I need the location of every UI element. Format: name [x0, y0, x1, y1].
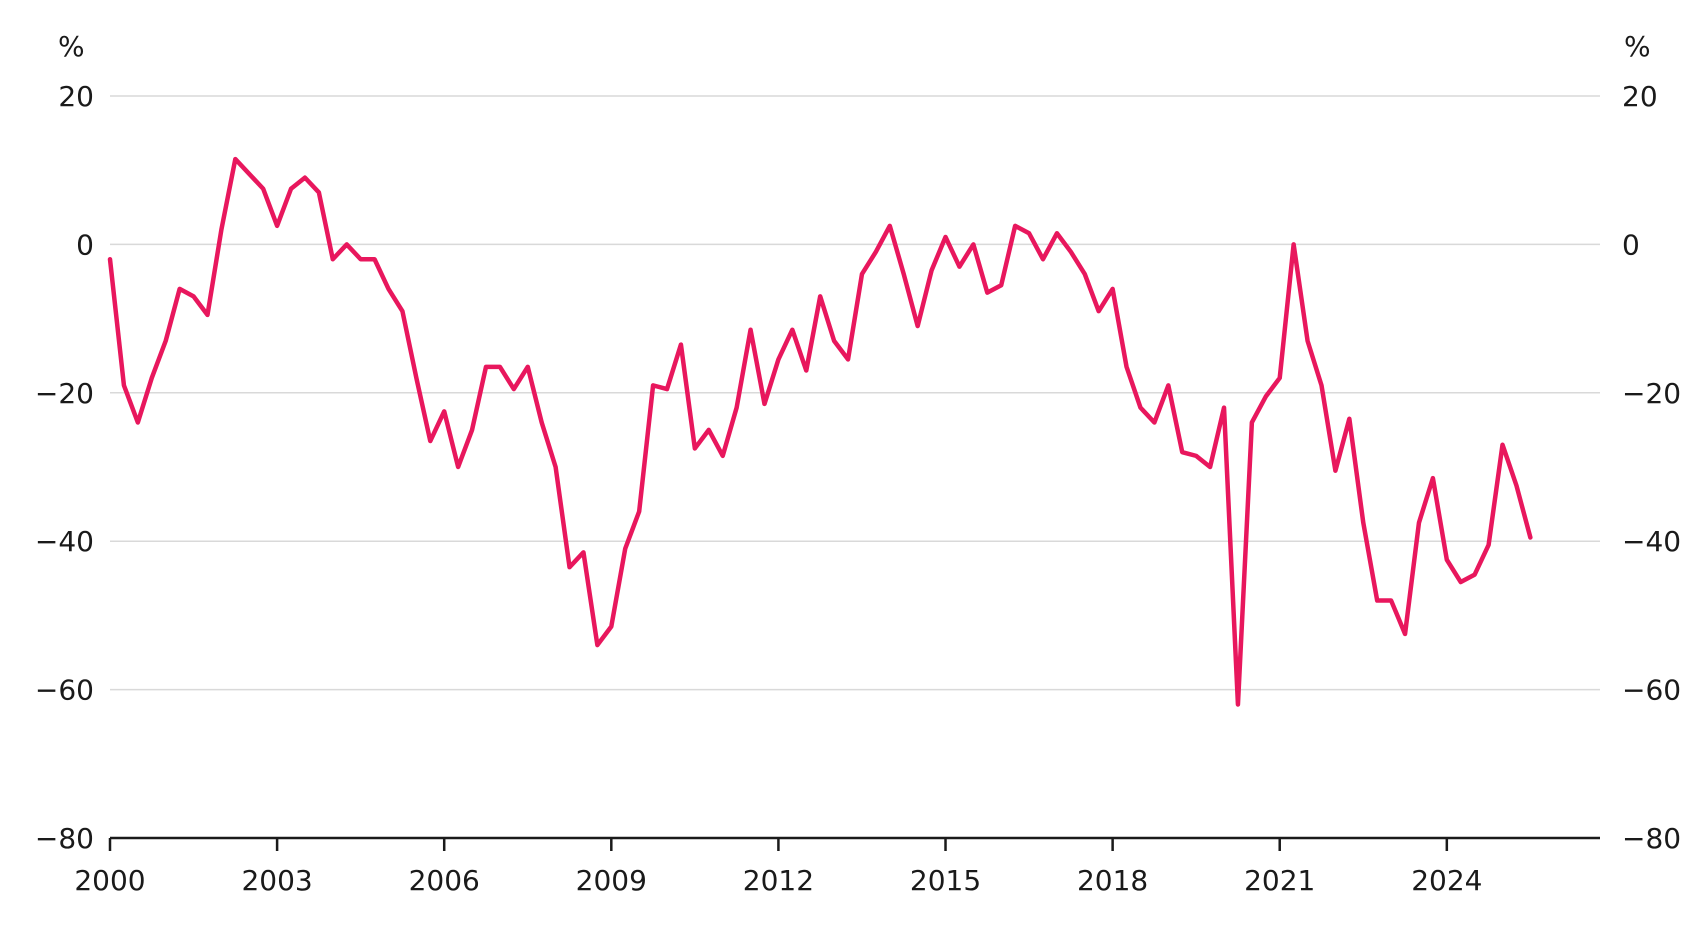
y-tick-label-left: −20: [35, 377, 94, 410]
y-tick-label-right: −20: [1622, 377, 1681, 410]
y-tick-label-left: −80: [35, 822, 94, 855]
right-unit-label: %: [1624, 30, 1651, 63]
left-y-axis: 20 0 −20 −40 −60 −80: [35, 80, 94, 855]
x-tick-label: 2003: [241, 864, 312, 897]
x-tick-label: 2006: [409, 864, 480, 897]
y-tick-label-right: 20: [1622, 80, 1658, 113]
series-line: [107, 156, 1533, 707]
x-tick-label: 2009: [576, 864, 647, 897]
x-tick-label: 2015: [910, 864, 981, 897]
gridlines: [110, 95, 1600, 691]
x-tick-label: 2012: [743, 864, 814, 897]
left-unit-label: %: [58, 30, 85, 63]
y-tick-label-left: −60: [35, 674, 94, 707]
x-tick-label: 2000: [74, 864, 145, 897]
x-tick-label: 2024: [1411, 864, 1482, 897]
right-y-axis: 20 0 −20 −40 −60 −80: [1622, 80, 1681, 855]
y-tick-label-right: 0: [1622, 228, 1640, 261]
y-tick-label-right: −40: [1622, 525, 1681, 558]
y-tick-label-right: −80: [1622, 822, 1681, 855]
series-group: [107, 156, 1533, 707]
y-tick-label-right: −60: [1622, 674, 1681, 707]
x-axis: 2000 2003 2006 2009 2012 2015 2018 2021 2024: [74, 838, 1482, 897]
y-tick-label-left: 0: [76, 228, 94, 261]
y-tick-label-left: 20: [58, 80, 94, 113]
y-tick-label-left: −40: [35, 525, 94, 558]
x-tick-label: 2021: [1244, 864, 1315, 897]
x-tick-label: 2018: [1077, 864, 1148, 897]
